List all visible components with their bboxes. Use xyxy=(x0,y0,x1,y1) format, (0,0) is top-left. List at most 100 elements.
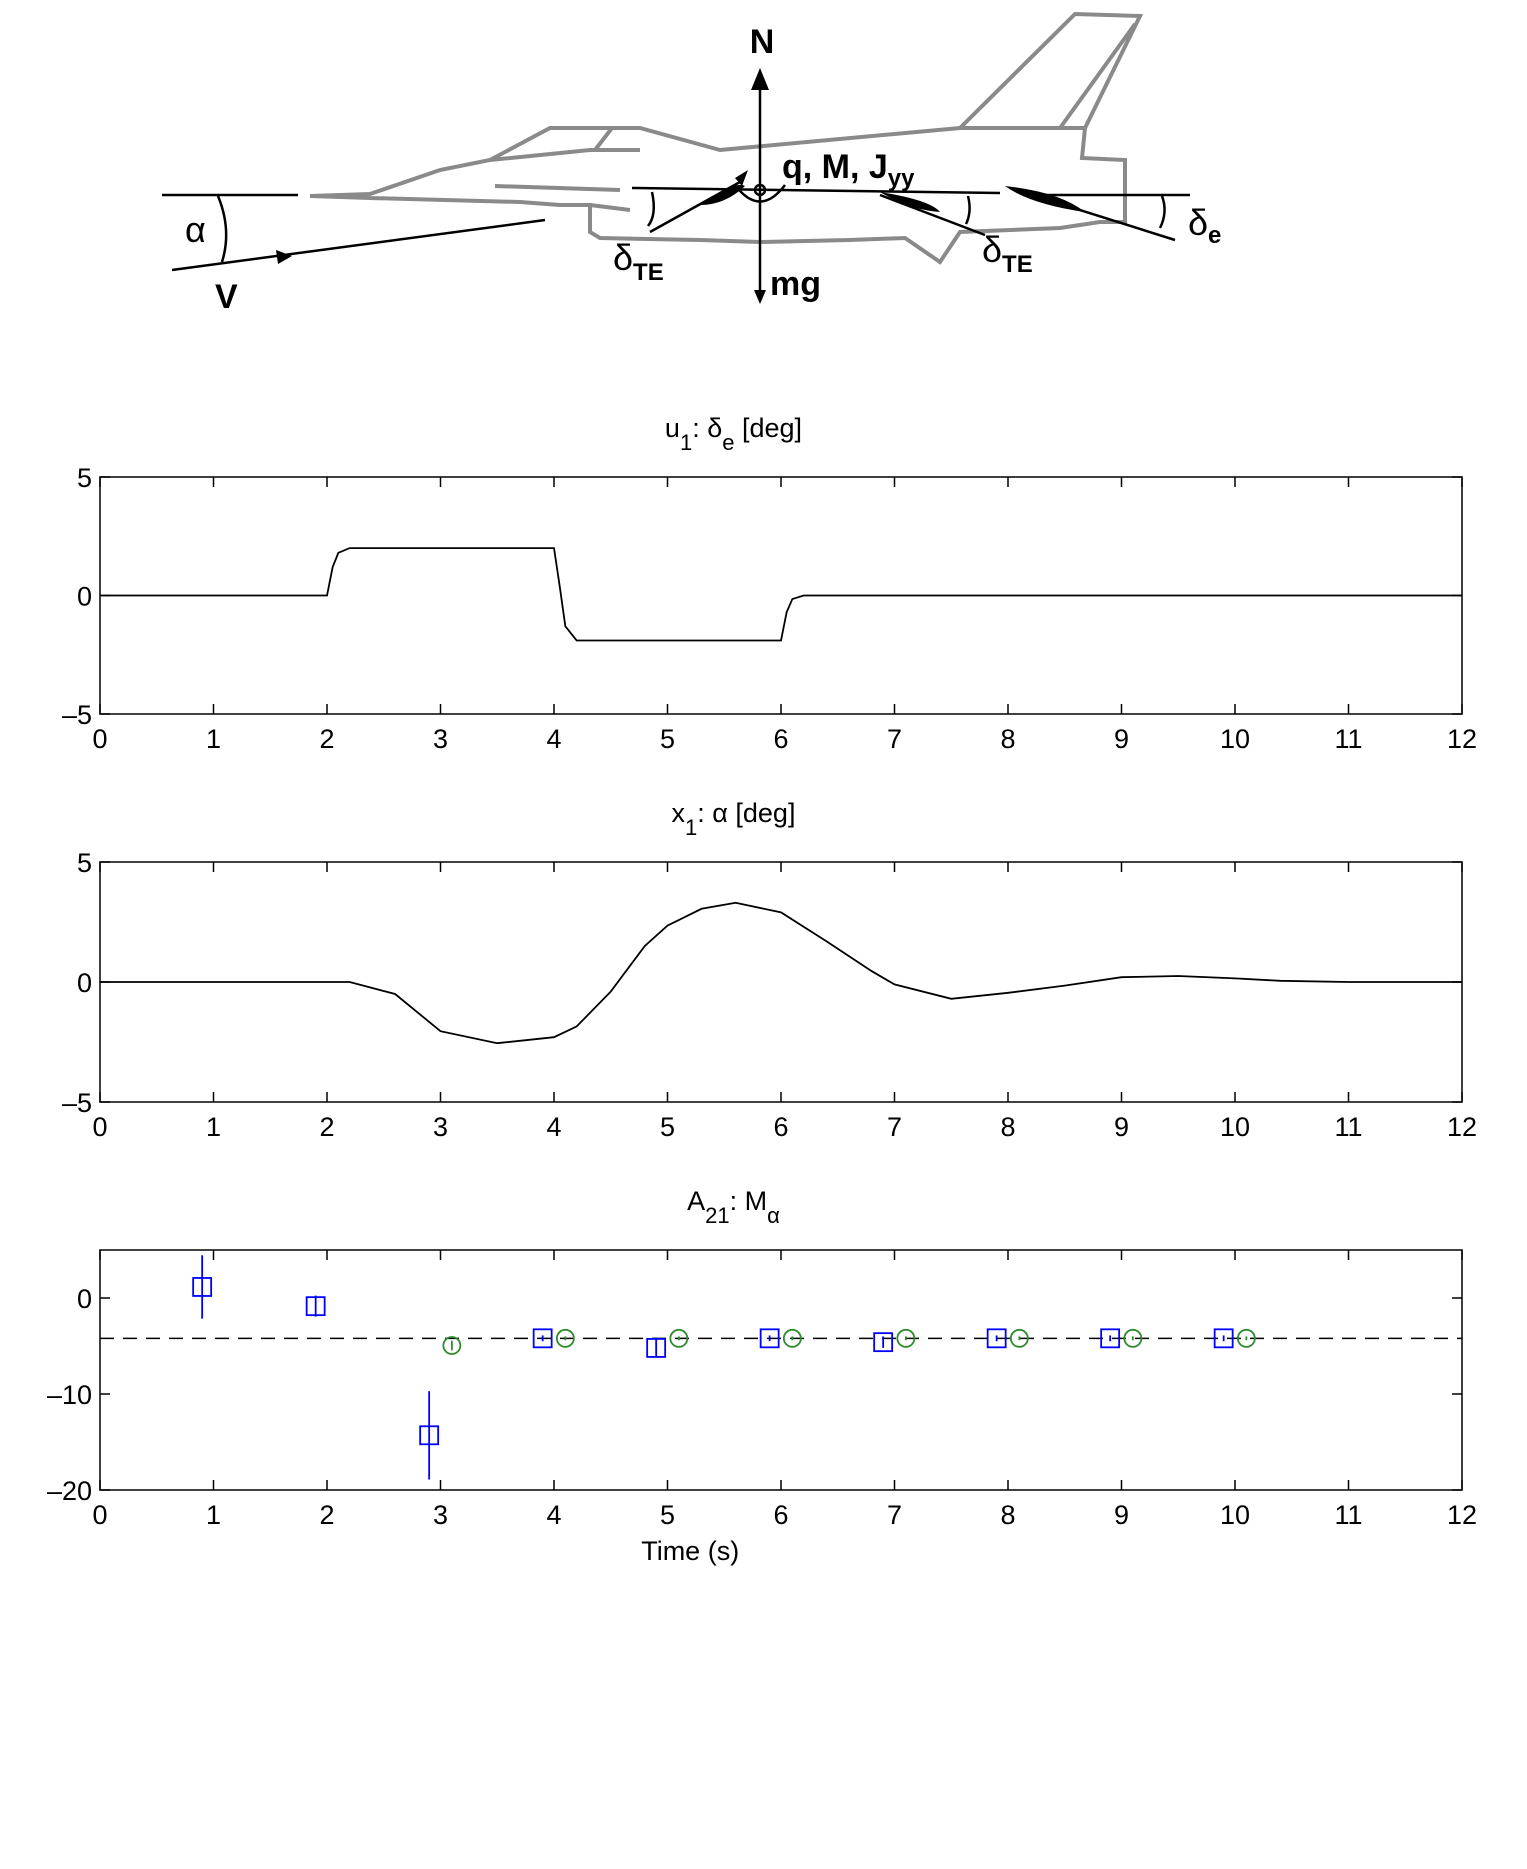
x-tick-label: 6 xyxy=(773,1112,788,1142)
delta-sub: TE xyxy=(633,259,664,286)
label-qmj-sub: yy xyxy=(888,165,915,192)
title-segment: : δ xyxy=(692,413,722,443)
label-alpha: α xyxy=(185,209,206,250)
y-tick-label: 0 xyxy=(77,1284,92,1314)
x-tick-label: 6 xyxy=(773,724,788,754)
title-segment: [deg] xyxy=(735,413,803,443)
x-tick-label: 2 xyxy=(319,1500,334,1530)
title-segment: x xyxy=(672,798,686,828)
marker-circle xyxy=(669,1328,689,1348)
marker-square xyxy=(192,1277,213,1297)
label-n: N xyxy=(750,23,775,61)
x-tick-label: 4 xyxy=(546,1112,561,1142)
x-tick-label: 7 xyxy=(887,724,902,754)
label-mg: mg xyxy=(770,265,821,303)
delta-symbol: δ xyxy=(1188,202,1208,243)
marker-square xyxy=(305,1296,326,1317)
marker-square xyxy=(646,1338,667,1358)
label-v: V xyxy=(215,278,238,316)
x-tick-label: 8 xyxy=(1000,1112,1015,1142)
data-line xyxy=(100,547,1462,642)
x-tick-label: 1 xyxy=(206,1500,221,1530)
intake xyxy=(494,184,631,212)
chart: x1: α [deg]0 1 2 3 4 5 6 7 8 9 10 11 12–505 xyxy=(62,798,1477,1142)
x-tick-label: 4 xyxy=(546,1500,561,1530)
y-tick-label: –20 xyxy=(47,1476,92,1506)
marker-square xyxy=(532,1328,553,1349)
arrowheads xyxy=(276,68,1085,304)
x-tick-label: 11 xyxy=(1334,724,1362,754)
marker-circle xyxy=(1123,1328,1143,1348)
x-tick-label: 9 xyxy=(1114,1500,1129,1530)
label-qmj: q, M, Jyy xyxy=(782,148,915,192)
label-qmj-text: q, M, J xyxy=(782,148,888,186)
x-tick-label: 2 xyxy=(319,1112,334,1142)
x-tick-label: 1 xyxy=(206,724,221,754)
x-tick-label: 5 xyxy=(660,1500,675,1530)
x-tick-label: 10 xyxy=(1220,724,1250,754)
x-tick-label: 0 xyxy=(92,1500,107,1530)
delta-sub: TE xyxy=(1002,251,1033,278)
x-tick-label: 11 xyxy=(1334,1112,1362,1142)
y-tick-label: –5 xyxy=(62,700,92,730)
x-tick-label: 7 xyxy=(887,1112,902,1142)
delta-symbol: δ xyxy=(982,229,1002,270)
marker-circle xyxy=(782,1328,802,1348)
tail-fin xyxy=(958,11,1144,130)
label-delta-te-right: δTE xyxy=(982,229,1033,278)
x-axis-label: Time (s) xyxy=(641,1536,739,1566)
x-tick-label: 12 xyxy=(1447,724,1477,754)
x-tick-label: 9 xyxy=(1114,724,1129,754)
title-segment: 21 xyxy=(705,1203,729,1228)
y-tick-label: 5 xyxy=(77,848,92,878)
marker-square xyxy=(986,1328,1007,1349)
x-tick-label: 3 xyxy=(433,1112,448,1142)
marker-square xyxy=(1100,1328,1121,1349)
x-tick-label: 3 xyxy=(433,1500,448,1530)
x-tick-label: 8 xyxy=(1000,1500,1015,1530)
x-tick-label: 12 xyxy=(1447,1500,1477,1530)
marker-circle xyxy=(1009,1328,1029,1348)
x-tick-label: 10 xyxy=(1220,1500,1250,1530)
delta-symbol: δ xyxy=(613,237,633,278)
x-tick-label: 7 xyxy=(887,1500,902,1530)
x-tick-label: 10 xyxy=(1220,1112,1250,1142)
canopy xyxy=(489,126,640,162)
title-segment: : α [deg] xyxy=(697,798,795,828)
marker-square xyxy=(873,1332,894,1353)
marker-circle xyxy=(896,1328,916,1348)
x-tick-label: 3 xyxy=(433,724,448,754)
x-tick-label: 11 xyxy=(1334,1500,1362,1530)
marker-square xyxy=(1213,1328,1234,1349)
title-segment: e xyxy=(722,430,734,455)
force-lines xyxy=(162,80,1190,300)
chart-title: x1: α [deg] xyxy=(672,798,796,840)
y-tick-label: –5 xyxy=(62,1088,92,1118)
x-tick-label: 1 xyxy=(206,1112,221,1142)
x-tick-label: 0 xyxy=(92,1112,107,1142)
y-tick-label: 5 xyxy=(77,463,92,493)
label-delta-te-left: δTE xyxy=(613,237,664,286)
plot-frame xyxy=(99,1249,1463,1491)
y-tick-label: –10 xyxy=(47,1380,92,1410)
y-tick-label: 0 xyxy=(77,582,92,612)
marker-circle xyxy=(442,1336,462,1355)
title-segment: : M xyxy=(730,1186,768,1216)
y-tick-label: 0 xyxy=(77,968,92,998)
x-tick-label: 5 xyxy=(660,1112,675,1142)
x-tick-label: 6 xyxy=(773,1500,788,1530)
marker-circle xyxy=(555,1328,575,1348)
x-tick-label: 12 xyxy=(1447,1112,1477,1142)
x-tick-label: 4 xyxy=(546,724,561,754)
x-tick-label: 8 xyxy=(1000,724,1015,754)
delta-sub: e xyxy=(1208,222,1221,249)
marker-square xyxy=(419,1425,440,1446)
x-tick-label: 2 xyxy=(319,724,334,754)
chart: u1: δe [deg]0 1 2 3 4 5 6 7 8 9 10 11 12–505 xyxy=(62,413,1477,754)
aircraft-diagram: N q, M, Jyy α V δTE δTE mg δe xyxy=(162,11,1221,316)
title-segment: A xyxy=(687,1186,705,1216)
marker-square xyxy=(759,1328,780,1349)
chart-title: u1: δe [deg] xyxy=(665,413,802,455)
